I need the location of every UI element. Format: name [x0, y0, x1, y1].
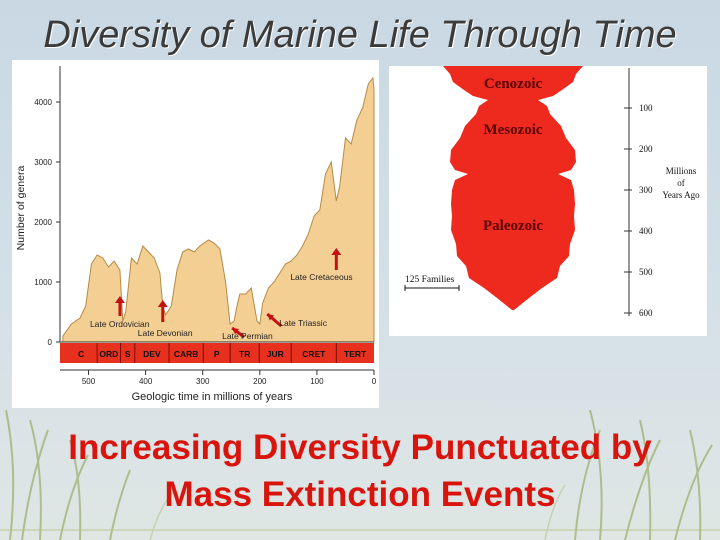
slide-title: Diversity of Marine Life Through Time — [43, 14, 677, 56]
period-label: ORD — [99, 349, 118, 359]
right-axis-title-line: Millions — [666, 166, 697, 176]
period-label: C — [78, 349, 84, 359]
right-tick-label: 500 — [639, 267, 653, 277]
y-tick-label: 3000 — [34, 158, 52, 167]
diversity-area — [62, 76, 375, 343]
annotation-late-cretaceous: Late Cretaceous — [290, 272, 352, 282]
families-chart-panel: Cenozoic Mesozoic Paleozoic 100 200 300 400 500… — [389, 66, 707, 336]
annotation-late-triassic: Late Triassic — [279, 318, 327, 328]
right-tick-label: 600 — [639, 308, 653, 318]
extinction-arrow-head — [267, 314, 275, 321]
period-label: JUR — [267, 349, 284, 359]
era-label-paleozoic: Paleozoic — [483, 218, 543, 234]
x-tick-label: 500 — [82, 377, 96, 386]
extinction-arrow-head — [331, 248, 342, 255]
right-axis-title-line: Years Ago — [662, 190, 700, 200]
period-label: TR — [239, 349, 250, 359]
right-tick-label: 400 — [639, 226, 653, 236]
families-spindle — [443, 66, 583, 310]
extinction-arrow-head — [232, 328, 240, 335]
period-label: CARB — [174, 349, 199, 359]
period-label: P — [214, 349, 220, 359]
y-axis-label: Number of genera — [15, 166, 27, 251]
period-label: DEV — [143, 349, 161, 359]
x-axis-label: Geologic time in millions of years — [132, 391, 293, 403]
right-tick-label: 300 — [639, 185, 653, 195]
caption-line-2: Mass Extinction Events — [164, 475, 556, 514]
x-tick-label: 400 — [139, 377, 153, 386]
extinction-arrow-head — [157, 300, 168, 307]
x-tick-label: 0 — [372, 377, 377, 386]
y-tick-label: 0 — [48, 338, 53, 347]
annotation-late-devonian: Late Devonian — [138, 328, 193, 338]
families-chart: Cenozoic Mesozoic Paleozoic 100 200 300 400 500… — [404, 66, 700, 318]
y-tick-label: 4000 — [34, 98, 52, 107]
caption-line-1: Increasing Diversity Punctuated by — [68, 428, 652, 467]
right-tick-label: 200 — [639, 144, 653, 154]
genera-chart-panel: 0 1000 2000 3000 4000 Number of genera C ORD S DE… — [12, 60, 379, 408]
scale-label: 125 Families — [405, 275, 455, 285]
y-tick-label: 2000 — [34, 218, 52, 227]
annotation-late-ordovician: Late Ordovician — [90, 319, 150, 329]
x-tick-label: 100 — [310, 377, 324, 386]
extinction-arrow-head — [114, 296, 125, 303]
period-label: TERT — [344, 349, 367, 359]
era-label-mesozoic: Mesozoic — [483, 122, 542, 138]
y-tick-label: 1000 — [34, 278, 52, 287]
x-tick-label: 300 — [196, 377, 210, 386]
annotation-late-permian: Late Permian — [222, 331, 273, 341]
right-axis-title-line: of — [677, 178, 685, 188]
right-tick-label: 100 — [639, 103, 653, 113]
period-label: CRET — [302, 349, 326, 359]
period-band — [60, 343, 374, 363]
period-label: S — [125, 349, 131, 359]
era-label-cenozoic: Cenozoic — [484, 76, 543, 92]
x-tick-label: 200 — [253, 377, 267, 386]
slide-caption: Increasing Diversity Punctuated by Mass … — [0, 424, 720, 518]
